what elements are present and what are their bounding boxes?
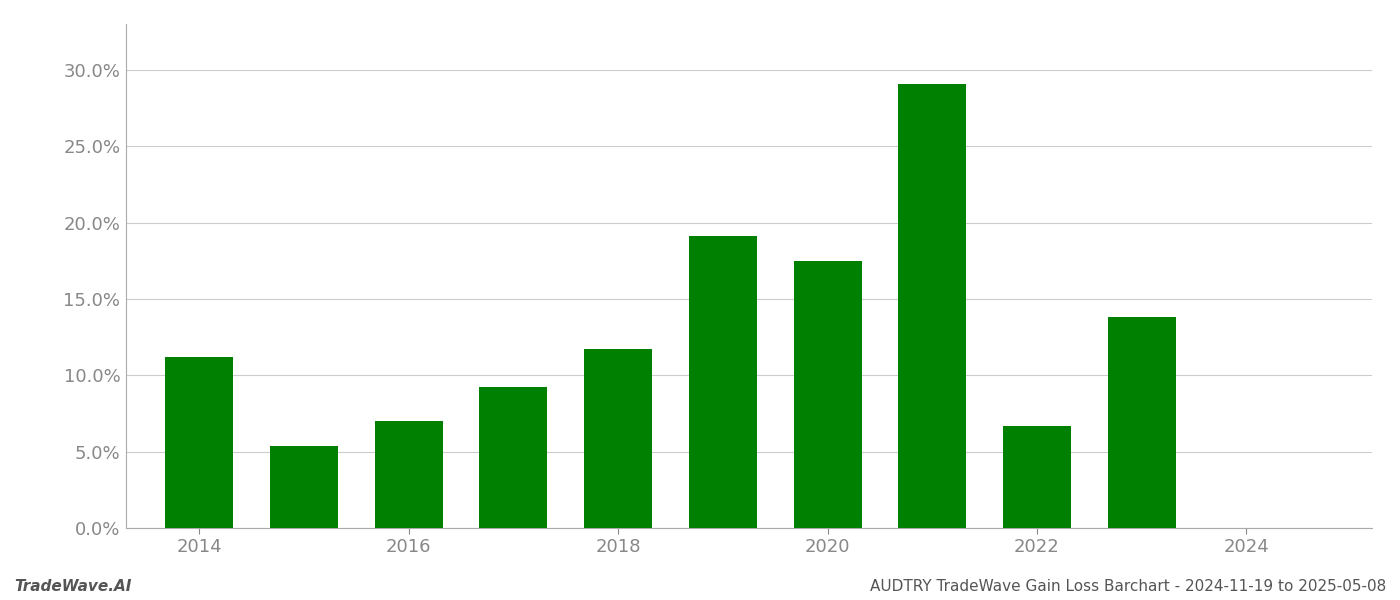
- Bar: [479, 388, 547, 528]
- Bar: [270, 446, 337, 528]
- Bar: [689, 236, 757, 528]
- Text: AUDTRY TradeWave Gain Loss Barchart - 2024-11-19 to 2025-05-08: AUDTRY TradeWave Gain Loss Barchart - 20…: [869, 579, 1386, 594]
- Bar: [794, 261, 861, 528]
- Bar: [375, 421, 442, 528]
- Text: TradeWave.AI: TradeWave.AI: [14, 579, 132, 594]
- Bar: [584, 349, 652, 528]
- Bar: [899, 83, 966, 528]
- Bar: [1002, 425, 1071, 528]
- Bar: [1107, 317, 1176, 528]
- Bar: [165, 357, 234, 528]
